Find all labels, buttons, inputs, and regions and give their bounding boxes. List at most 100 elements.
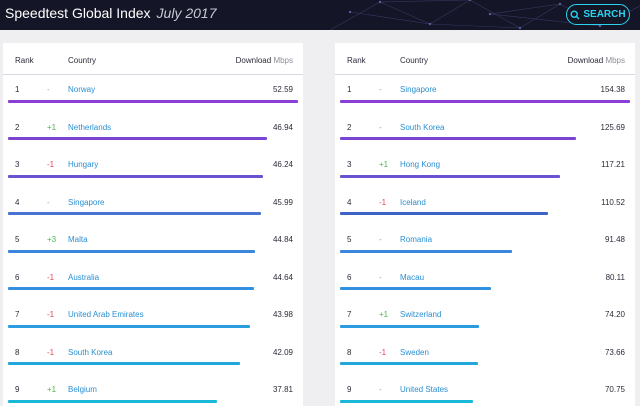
country-link[interactable]: United States [400,385,449,394]
table-row[interactable]: 1 - Singapore 154.38 [335,75,635,113]
speed-bar [340,174,560,178]
country-link[interactable]: Netherlands [68,122,112,132]
download-speed: 125.69 [600,122,625,132]
speed-bar [8,287,254,290]
table-row[interactable]: 7 -1 United Arab Emirates 43.98 [3,300,303,338]
table-row[interactable]: 3 -1 Hungary 46.24 [3,150,303,188]
download-speed: 37.81 [272,385,293,394]
country-link[interactable]: Australia [68,272,100,282]
table-row[interactable]: 2 +1 Netherlands 46.94 [3,113,303,151]
download-speed: 42.09 [272,347,293,357]
rank-change: +1 [47,385,57,394]
rank-change: +3 [47,235,57,244]
download-speed: 80.11 [605,272,625,282]
rank-value: 2 [347,122,352,132]
country-link[interactable]: United Arab Emirates [68,310,144,319]
rank-value: 4 [347,197,352,207]
speed-bar [8,249,255,253]
speed-bar [340,399,473,403]
table-row[interactable]: 9 - United States 70.75 [335,375,635,406]
speed-bar [8,399,217,403]
download-speed: 117.21 [601,160,625,169]
country-link[interactable]: Hong Kong [400,160,441,169]
rank-change: - [379,85,382,94]
rank-value: 5 [15,235,20,244]
rank-value: 7 [15,310,20,319]
download-speed: 70.75 [604,385,625,394]
rank-change: - [379,235,382,244]
rank-change: -1 [379,347,387,357]
table-row[interactable]: 5 +3 Malta 44.84 [3,225,303,263]
country-link[interactable]: Switzerland [400,310,442,319]
rank-value: 4 [15,197,20,207]
download-speed: 91.48 [604,235,625,244]
title-period: July 2017 [156,5,217,21]
header-bar: Speedtest Global Index July 2017 SEARCH [0,0,640,30]
rank-value: 7 [347,310,352,319]
country-link[interactable]: Singapore [400,85,437,94]
speed-bar [8,212,261,215]
download-speed: 46.94 [272,122,293,132]
column-header-download: Download Mbps [235,56,293,65]
table-row[interactable]: 5 - Romania 91.48 [335,225,635,263]
page-title: Speedtest Global Index July 2017 [5,5,216,21]
speed-bar [340,324,479,328]
speed-bar [340,362,478,365]
country-link[interactable]: Macau [400,272,425,282]
table-row[interactable]: 4 -1 Iceland 110.52 [335,188,635,226]
download-speed: 44.64 [272,272,293,282]
speed-bar [340,287,491,290]
search-icon [570,9,580,19]
country-link[interactable]: Hungary [68,160,99,169]
download-speed: 74.20 [604,310,625,319]
search-button-label: SEARCH [583,9,626,20]
rank-value: 3 [15,160,20,169]
table-header: Rank Country Download Mbps [335,43,635,75]
download-speed: 52.59 [272,85,293,94]
country-link[interactable]: Norway [68,85,96,94]
country-link[interactable]: Sweden [400,347,429,357]
table-row[interactable]: 8 -1 Sweden 73.66 [335,338,635,376]
rank-change: -1 [47,347,55,357]
rank-value: 6 [15,272,20,282]
country-link[interactable]: Romania [400,235,433,244]
table-row[interactable]: 4 - Singapore 45.99 [3,188,303,226]
rank-change: +1 [379,160,389,169]
speed-bar [8,324,250,328]
rank-change: - [379,272,382,282]
table-row[interactable]: 8 -1 South Korea 42.09 [3,338,303,376]
table-row[interactable]: 9 +1 Belgium 37.81 [3,375,303,406]
country-link[interactable]: South Korea [400,122,445,132]
table-row[interactable]: 6 - Macau 80.11 [335,263,635,301]
rank-change: -1 [47,272,55,282]
rank-value: 3 [347,160,352,169]
column-header-country: Country [68,56,97,65]
speed-bar [340,99,630,103]
column-header-rank: Rank [15,56,34,65]
table-row[interactable]: 2 - South Korea 125.69 [335,113,635,151]
speed-bar [8,137,267,140]
country-link[interactable]: South Korea [68,347,113,357]
table-row[interactable]: 7 +1 Switzerland 74.20 [335,300,635,338]
fixed-broadband-table: Rank Country Download Mbps 1 - Norway 52.59… [3,43,303,406]
rank-value: 9 [15,385,20,394]
rank-change: - [47,197,50,207]
country-link[interactable]: Belgium [68,385,97,394]
country-link[interactable]: Malta [68,235,88,244]
download-speed: 154.38 [600,85,625,94]
search-button[interactable]: SEARCH [566,4,630,25]
speed-bar [8,174,263,178]
table-row[interactable]: 3 +1 Hong Kong 117.21 [335,150,635,188]
rank-change: - [379,385,382,394]
rank-value: 6 [347,272,352,282]
country-link[interactable]: Singapore [68,197,105,207]
rank-value: 8 [15,347,20,357]
title-text: Speedtest Global Index [5,5,151,21]
download-speed: 43.98 [272,310,293,319]
rank-value: 1 [15,85,20,94]
table-row[interactable]: 1 - Norway 52.59 [3,75,303,113]
rank-value: 2 [15,122,20,132]
table-row[interactable]: 6 -1 Australia 44.64 [3,263,303,301]
download-speed: 73.66 [604,347,625,357]
country-link[interactable]: Iceland [400,197,426,207]
